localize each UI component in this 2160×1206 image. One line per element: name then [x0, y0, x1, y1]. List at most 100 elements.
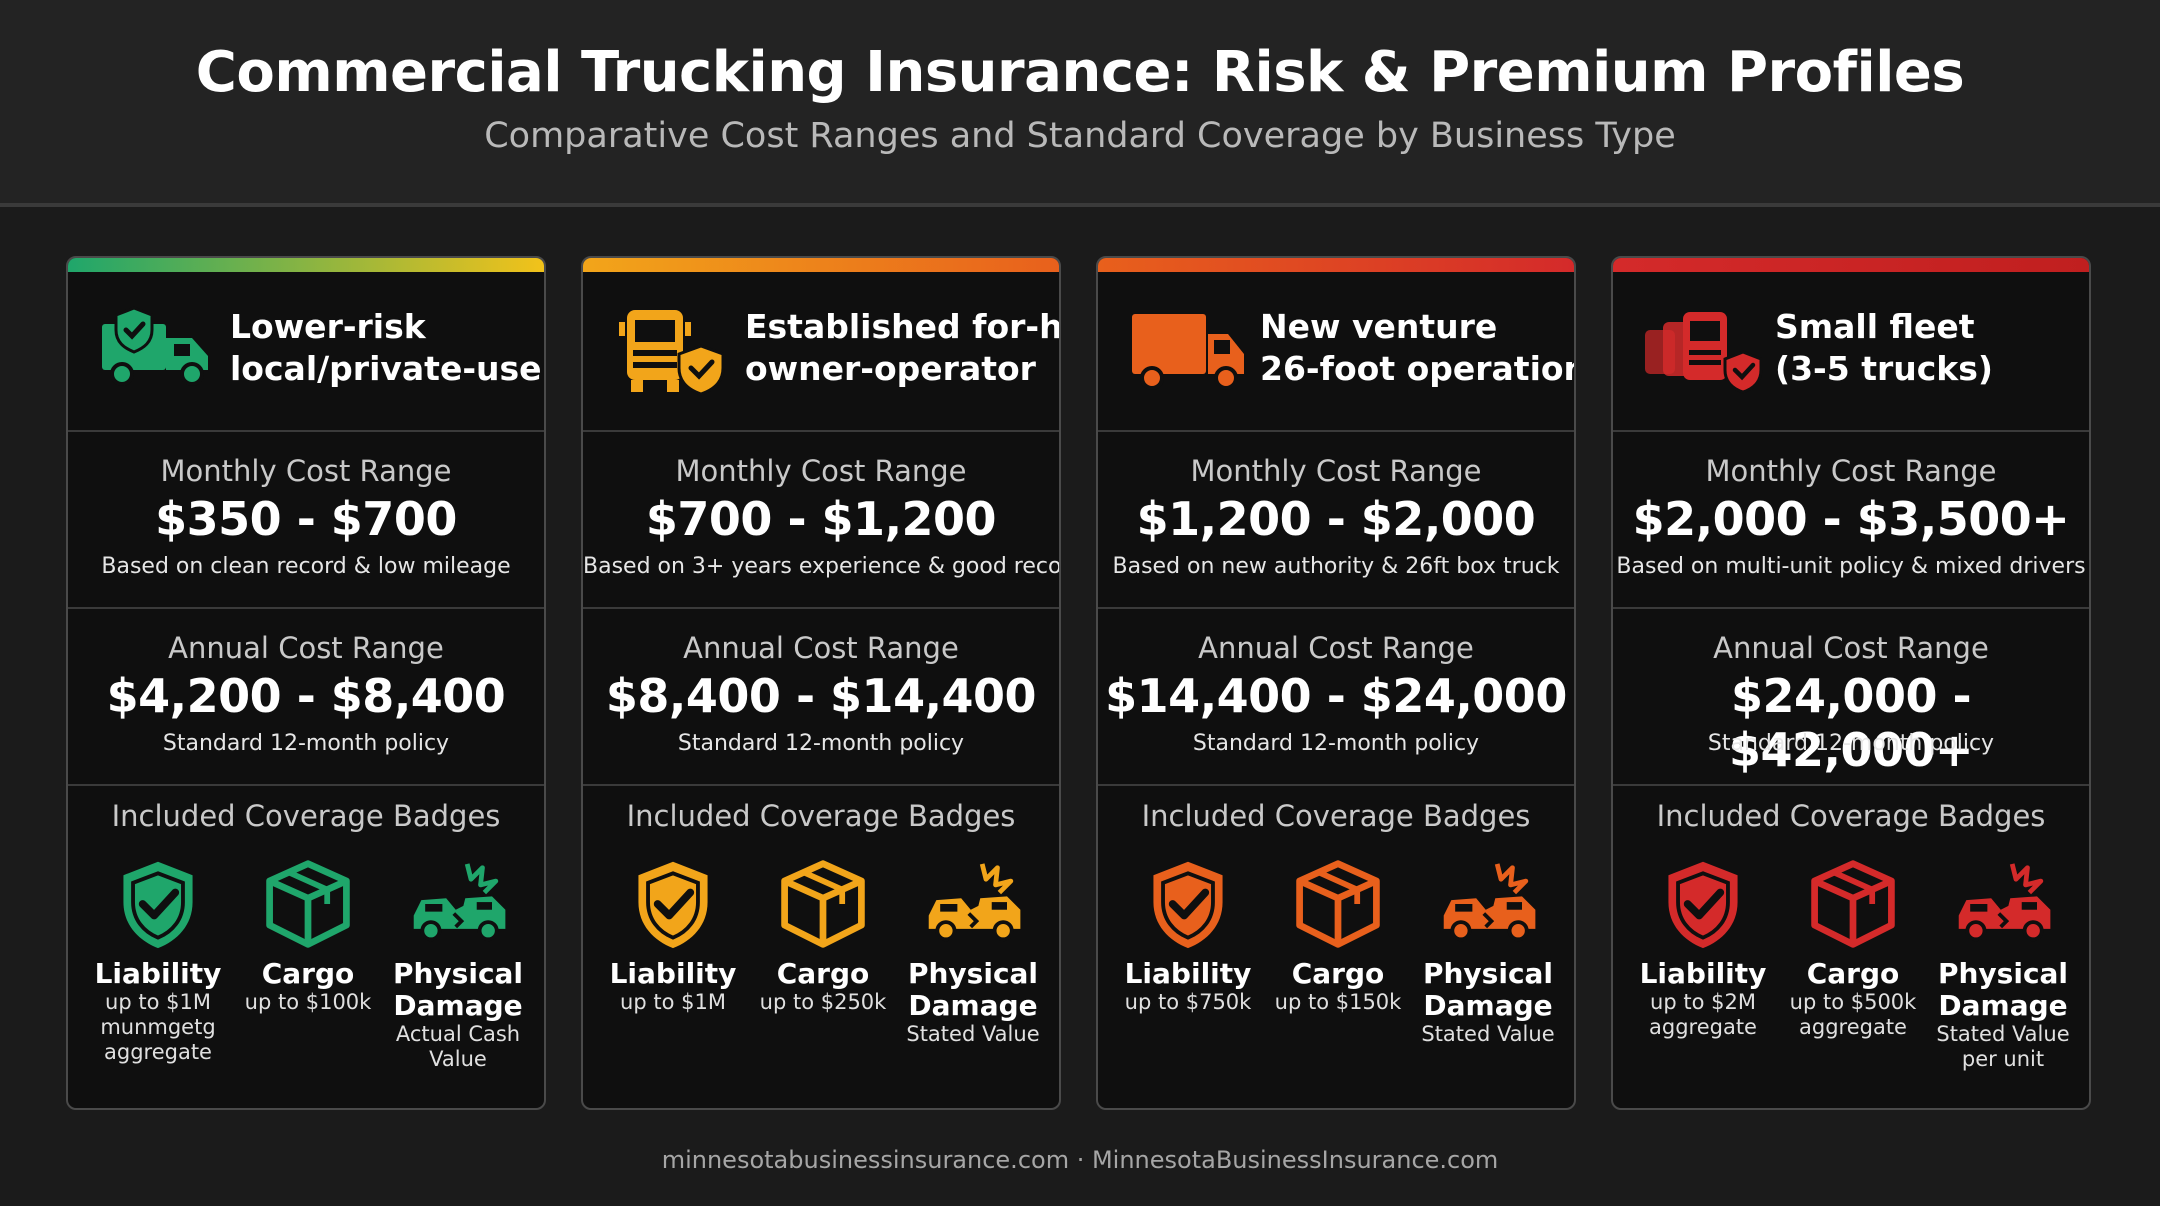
cost-range-note: Standard 12-month policy — [162, 731, 450, 756]
profile-card: Established for-hireowner-operator Monthl… — [581, 256, 1061, 1110]
coverage-badge: Liability up to $1M munmgetg aggregate — [83, 856, 233, 1065]
card-title-line: New venture — [1260, 307, 1498, 346]
cost-range-note: Based on clean record & low mileage — [101, 554, 511, 579]
badge-detail: up to $1M — [105, 990, 211, 1014]
badge-name-line: Damage — [393, 989, 523, 1022]
badge-name-line: Physical — [1937, 957, 2069, 990]
cost-range-label: Monthly Cost Range — [160, 454, 452, 488]
profile-card: Lower-risk local/private-use Monthly Cost … — [66, 256, 546, 1110]
badge-name-line: Physical — [392, 957, 524, 990]
badge-detail: aggregate — [1799, 1015, 1907, 1039]
badge-detail: up to $500k — [1789, 990, 1917, 1014]
card-title-line: Established for-hire — [745, 307, 1061, 346]
badge-name-line: Physical — [907, 957, 1039, 990]
cost-range-note: Standard 12-month policy — [677, 731, 965, 756]
badge-name: Liability — [1124, 957, 1252, 990]
card-header: Small fleet (3-5 trucks) — [1613, 272, 2089, 432]
cost-range-label: Annual Cost Range — [168, 631, 444, 665]
card-title-line: Small fleet — [1775, 307, 1975, 346]
cost-range-label: Monthly Cost Range — [675, 454, 967, 488]
badge-detail: up to $150k — [1274, 990, 1402, 1014]
page-subtitle: Comparative Cost Ranges and Standard Cov… — [484, 116, 1676, 156]
card-header: New venture 26-foot operation — [1098, 272, 1574, 432]
coverage-badge: Physical Damage Stated Value — [1413, 856, 1563, 1047]
coverage-badges-label: Included Coverage Badges — [626, 799, 1016, 833]
card-accent-bar — [1613, 258, 2089, 272]
badge-name: Cargo — [261, 957, 355, 990]
box-icon — [258, 856, 358, 952]
profile-card: New venture 26-foot operation Monthly Cost… — [1096, 256, 1576, 1110]
card-title-line: owner-operator — [745, 349, 1036, 388]
annual-cost-section: Annual Cost Range $4,200 - $8,400 Standard… — [68, 609, 544, 786]
coverage-badge: Cargo up to $100k — [233, 856, 383, 1015]
cost-range-label: Annual Cost Range — [683, 631, 959, 665]
monthly-cost-section: Monthly Cost Range $700 - $1,200 Based on … — [583, 432, 1059, 609]
card-title-line: (3-5 trucks) — [1775, 349, 1993, 388]
badge-detail: up to $2M — [1650, 990, 1756, 1014]
coverage-badge: Cargo up to $500k aggregate — [1778, 856, 1928, 1040]
badge-name: Liability — [1639, 957, 1767, 990]
badge-detail: up to $250k — [759, 990, 887, 1014]
badge-name: Physical Damage — [383, 958, 533, 1022]
car-crash-icon — [1438, 856, 1538, 952]
coverage-badge: Cargo up to $250k — [748, 856, 898, 1015]
profile-card: Small fleet (3-5 trucks) Monthly Cost Rang… — [1611, 256, 2091, 1110]
badge-detail: up to $100k — [244, 990, 372, 1014]
badge-name-line: Physical — [1422, 957, 1554, 990]
cost-range-note: Based on new authority & 26ft box truck — [1112, 554, 1560, 579]
card-title: Established for-hireowner-operator — [745, 306, 1061, 390]
cost-range-label: Monthly Cost Range — [1190, 454, 1482, 488]
coverage-badge: Liability up to $1M — [598, 856, 748, 1015]
card-accent-bar — [583, 258, 1059, 272]
car-crash-icon — [408, 856, 508, 952]
card-header: Established for-hireowner-operator — [583, 272, 1059, 432]
badge-name-line: Damage — [1938, 989, 2068, 1022]
annual-cost-section: Annual Cost Range $14,400 - $24,000 Standa… — [1098, 609, 1574, 786]
cost-range-note: Standard 12-month policy — [1707, 731, 1995, 756]
badge-detail: munmgetg — [100, 1015, 216, 1039]
cost-range-label: Annual Cost Range — [1713, 631, 1989, 665]
monthly-cost-section: Monthly Cost Range $350 - $700 Based on cl… — [68, 432, 544, 609]
badge-name-line: Damage — [1423, 989, 1553, 1022]
card-title: Lower-risk local/private-use — [230, 306, 542, 390]
card-header: Lower-risk local/private-use — [68, 272, 544, 432]
badge-name: Cargo — [1806, 957, 1900, 990]
card-title-line: Lower-risk — [230, 307, 426, 346]
shield-check-icon — [1653, 856, 1753, 952]
cost-range-value: $350 - $700 — [155, 492, 457, 546]
badge-name: Cargo — [776, 957, 870, 990]
coverage-badge: Physical Damage Stated Value per unit — [1928, 856, 2078, 1072]
annual-cost-section: Annual Cost Range $24,000 - $42,000+ Stand… — [1613, 609, 2089, 786]
card-title-line: 26-foot operation — [1260, 349, 1576, 388]
badge-name: Physical Damage — [1928, 958, 2078, 1022]
badge-name: Physical Damage — [1413, 958, 1563, 1022]
badge-detail: aggregate — [104, 1040, 212, 1064]
box-truck-icon — [1128, 306, 1248, 396]
page-header: Commercial Trucking Insurance: Risk & Pr… — [0, 0, 2160, 207]
badge-detail: Actual Cash — [395, 1022, 521, 1046]
coverage-badges-label: Included Coverage Badges — [1656, 799, 2046, 833]
monthly-cost-section: Monthly Cost Range $2,000 - $3,500+ Based … — [1613, 432, 2089, 609]
annual-cost-section: Annual Cost Range $8,400 - $14,400 Standar… — [583, 609, 1059, 786]
fleet-shield-icon — [1643, 306, 1763, 396]
coverage-badge: Liability up to $750k — [1113, 856, 1263, 1015]
coverage-badge: Physical Damage Stated Value — [898, 856, 1048, 1047]
coverage-badge: Physical Damage Actual Cash Value — [383, 856, 533, 1072]
cost-range-note: Based on 3+ years experience & good reco… — [583, 554, 1061, 579]
coverage-badges-label: Included Coverage Badges — [1141, 799, 1531, 833]
shield-check-icon — [1138, 856, 1238, 952]
cost-range-value: $700 - $1,200 — [645, 492, 997, 546]
card-title-line: local/private-use — [230, 349, 542, 388]
cost-range-value: $2,000 - $3,500+ — [1632, 492, 2070, 546]
badge-detail: up to $750k — [1124, 990, 1252, 1014]
monthly-cost-section: Monthly Cost Range $1,200 - $2,000 Based o… — [1098, 432, 1574, 609]
coverage-badge: Cargo up to $150k — [1263, 856, 1413, 1015]
cost-range-value: $1,200 - $2,000 — [1136, 492, 1536, 546]
shield-check-icon — [108, 856, 208, 952]
cost-range-label: Monthly Cost Range — [1705, 454, 1997, 488]
cost-range-note: Standard 12-month policy — [1192, 731, 1480, 756]
badge-name: Cargo — [1291, 957, 1385, 990]
badge-name-line: Damage — [908, 989, 1038, 1022]
cost-range-note: Based on multi-unit policy & mixed drive… — [1616, 554, 2086, 579]
badge-detail: up to $1M — [620, 990, 726, 1014]
